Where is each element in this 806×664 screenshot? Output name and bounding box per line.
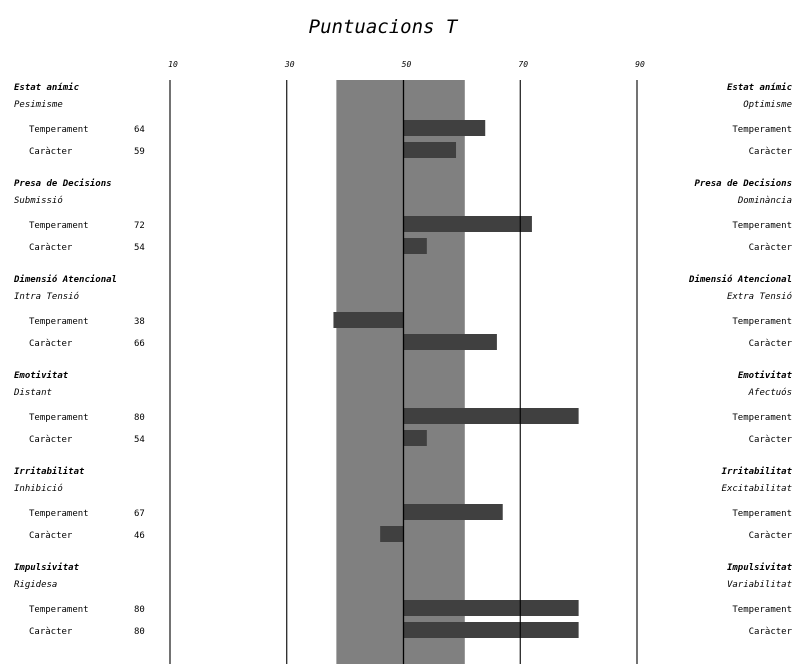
dimension-title-left: Dimensió Atencional: [13, 274, 117, 285]
dimension-title-right: Estat anímic: [727, 82, 793, 93]
dimension-title-right: Dimensió Atencional: [688, 274, 792, 285]
row-value: 46: [134, 531, 145, 541]
dimension-title-right: Emotivitat: [738, 370, 793, 381]
dimension-title-left: Irritabilitat: [14, 466, 85, 477]
dimension-title-right: Irritabilitat: [722, 466, 793, 477]
row-label: Caràcter: [29, 243, 73, 253]
row-label: Temperament: [29, 221, 89, 231]
bar: [403, 120, 486, 136]
bar: [403, 408, 579, 424]
row-value: 72: [134, 221, 145, 231]
row-label-right: Temperament: [732, 509, 792, 519]
normal-range-band: [336, 80, 465, 664]
row-label: Caràcter: [29, 339, 73, 349]
row-value: 67: [134, 509, 145, 519]
bar: [403, 238, 427, 254]
row-label: Caràcter: [29, 147, 73, 157]
bar: [403, 142, 457, 158]
tick-label-30: 30: [284, 60, 295, 69]
dimension-title-left: Impulsivitat: [14, 562, 80, 573]
bar: [403, 334, 497, 350]
tick-label-70: 70: [518, 60, 528, 69]
row-label-right: Caràcter: [749, 147, 793, 157]
dimension-pole-right: Extra Tensió: [727, 291, 792, 302]
dimension-pole-left: Rigidesa: [14, 580, 57, 590]
row-value: 64: [134, 125, 145, 135]
bar: [380, 526, 404, 542]
row-label: Temperament: [29, 317, 89, 327]
bar: [403, 600, 579, 616]
row-label-right: Temperament: [732, 221, 792, 231]
dimension-title-right: Impulsivitat: [727, 562, 793, 573]
row-label-right: Temperament: [732, 125, 792, 135]
dimension-title-right: Presa de Decisions: [694, 178, 792, 189]
axis-layer: [169, 80, 638, 664]
row-value: 80: [134, 627, 145, 637]
row-label: Caràcter: [29, 627, 73, 637]
row-value: 80: [134, 605, 145, 615]
bar-layer: [333, 120, 579, 638]
row-value: 54: [134, 243, 145, 253]
dimension-pole-right: Afectuós: [748, 387, 792, 398]
row-value: 54: [134, 435, 145, 445]
row-label-right: Caràcter: [749, 531, 793, 541]
bar: [403, 430, 427, 446]
dimension-pole-right: Excitabilitat: [722, 484, 792, 494]
row-label-right: Temperament: [732, 317, 792, 327]
bar: [403, 622, 579, 638]
row-label-right: Caràcter: [749, 339, 793, 349]
row-label-right: Caràcter: [749, 627, 793, 637]
dimension-title-left: Emotivitat: [14, 370, 69, 381]
row-value: 59: [134, 147, 145, 157]
dimension-pole-left: Distant: [13, 388, 52, 398]
row-label-right: Temperament: [732, 605, 792, 615]
tick-label-50: 50: [402, 60, 412, 69]
dimension-pole-right: Optimisme: [743, 100, 792, 110]
row-label: Caràcter: [29, 531, 73, 541]
tick-label-90: 90: [635, 60, 645, 69]
dimension-title-left: Estat anímic: [14, 82, 80, 93]
bar: [403, 216, 532, 232]
row-label: Temperament: [29, 413, 89, 423]
row-value: 38: [134, 317, 145, 327]
label-layer: 10 30 50 70 90 Estat anímic Pesimisme Estat aní…: [13, 60, 793, 637]
row-label-right: Caràcter: [749, 243, 793, 253]
chart-title: Puntuacions T: [309, 16, 459, 38]
dimension-pole-right: Variabilitat: [727, 580, 792, 590]
bar: [403, 504, 503, 520]
tick-label-10: 10: [168, 60, 178, 69]
row-label: Temperament: [29, 509, 89, 519]
row-label-right: Caràcter: [749, 435, 793, 445]
dimension-pole-right: Dominància: [737, 196, 792, 206]
row-value: 66: [134, 339, 145, 349]
dimension-pole-left: Submissió: [14, 195, 63, 206]
dimension-pole-left: Inhibició: [14, 483, 63, 494]
bar: [333, 312, 404, 328]
dimension-pole-left: Pesimisme: [14, 100, 63, 110]
row-value: 80: [134, 413, 145, 423]
dimension-title-left: Presa de Decisions: [14, 178, 112, 189]
dimension-pole-left: Intra Tensió: [14, 291, 79, 302]
band-layer: [336, 80, 465, 664]
row-label: Temperament: [29, 605, 89, 615]
row-label: Temperament: [29, 125, 89, 135]
row-label: Caràcter: [29, 435, 73, 445]
row-label-right: Temperament: [732, 413, 792, 423]
